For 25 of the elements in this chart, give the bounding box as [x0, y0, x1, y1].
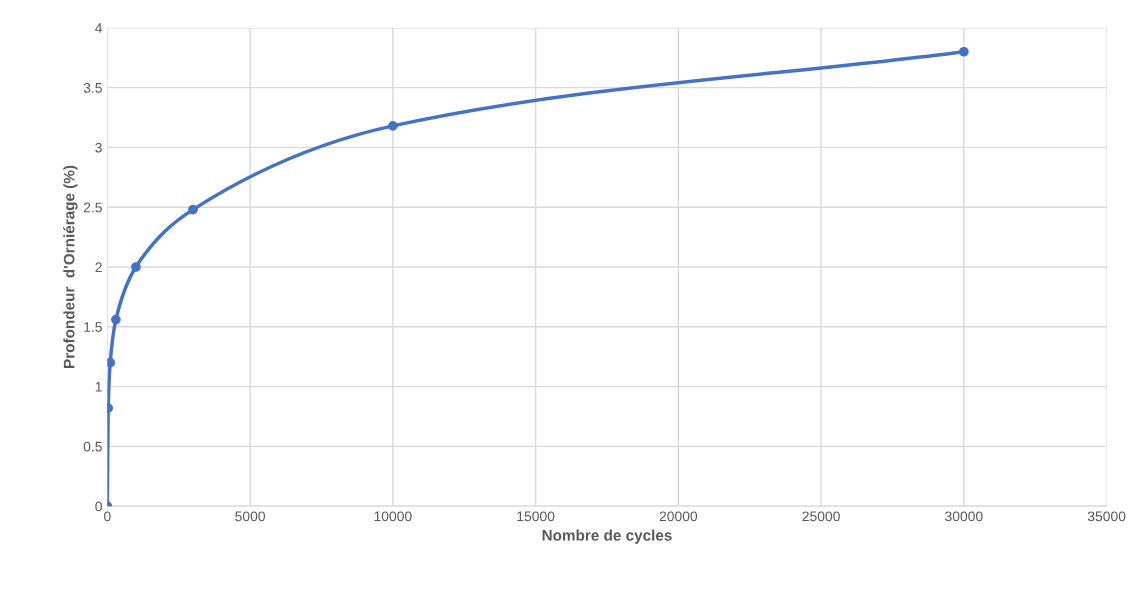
- y-tick-label: 1: [95, 382, 102, 392]
- y-tick-label: 3: [95, 142, 102, 153]
- y-axis-title: Profondeur d'Orniérage (%): [63, 165, 78, 368]
- y-tick-label: 2.5: [83, 202, 102, 213]
- y-tick-label: 0.5: [83, 441, 102, 452]
- y-tick-label: 4: [95, 23, 103, 33]
- point: [387, 121, 398, 131]
- x-tick-label: 25000: [802, 511, 840, 522]
- x-tick-label: 15000: [517, 511, 555, 522]
- x-tick-label: 5000: [235, 511, 265, 522]
- y-tick-label: 0: [95, 501, 102, 512]
- x-tick-label: 20000: [659, 511, 698, 522]
- point: [111, 314, 121, 325]
- y-tick-label: 2: [95, 262, 102, 273]
- x-tick-label: 35000: [1087, 511, 1126, 522]
- point: [131, 262, 141, 272]
- point: [107, 357, 116, 368]
- x-tick-label: 30000: [945, 511, 983, 522]
- x-tick-label: 0: [104, 511, 111, 522]
- point: [188, 204, 198, 215]
- x-tick-label: 10000: [374, 511, 412, 522]
- y-tick-label: 3.5: [83, 82, 102, 93]
- x-axis-title: Nombre de cycles: [542, 529, 672, 544]
- y-tick-label: 1.5: [84, 322, 102, 332]
- point: [958, 46, 969, 57]
